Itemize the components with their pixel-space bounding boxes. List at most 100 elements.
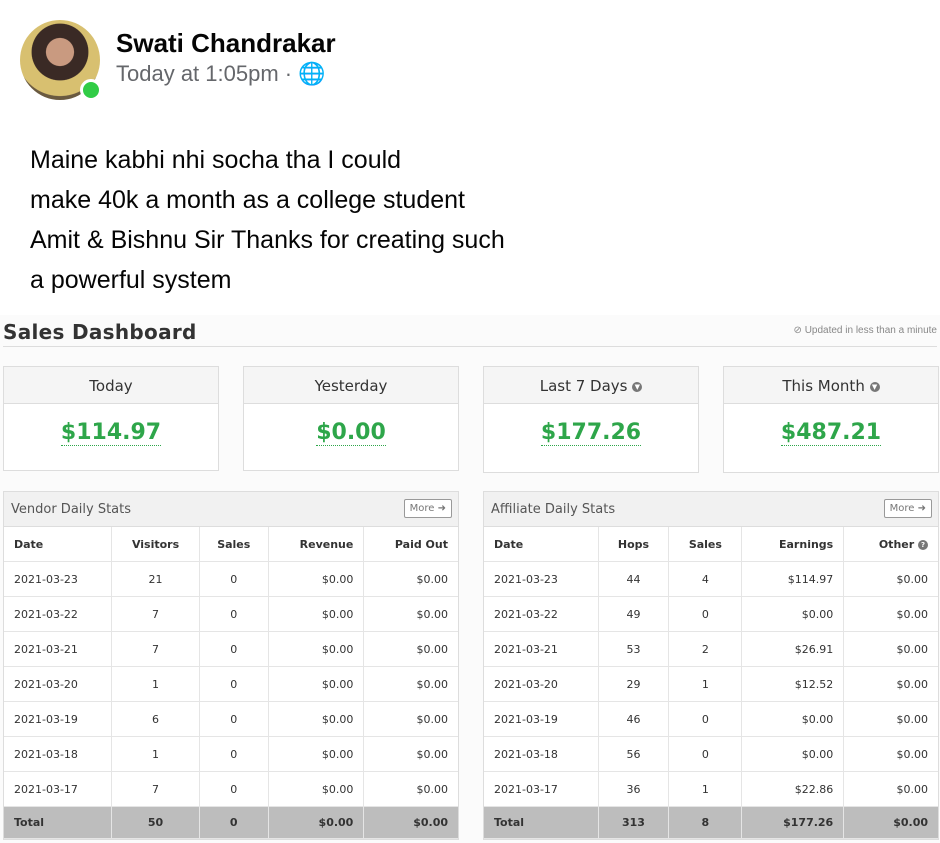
table-cell: 2021-03-20 — [4, 666, 113, 702]
table-cell: $0.00 — [843, 631, 938, 667]
column-header: Paid Out — [363, 527, 458, 562]
table-cell: 21 — [111, 561, 200, 597]
column-header: Other ? — [843, 527, 938, 562]
table-cell: 44 — [598, 561, 670, 597]
table-cell: $0.00 — [363, 701, 458, 737]
table-row: 2021-03-22 7 0 $0.00 $0.00 — [4, 596, 458, 632]
table-cell: $0.00 — [268, 666, 365, 702]
table-cell: $0.00 — [268, 736, 365, 772]
table-cell: 1 — [111, 666, 200, 702]
table-cell: 2021-03-21 — [484, 631, 599, 667]
updated-text: Updated in less than a minute — [804, 325, 937, 336]
stat-card-value[interactable]: $487.21 — [780, 420, 882, 446]
column-header: Visitors — [111, 527, 200, 562]
table-cell: 2021-03-22 — [484, 596, 599, 632]
panel-title: Vendor Daily Stats — [11, 502, 132, 517]
column-header: Hops — [598, 527, 670, 562]
table-cell: 46 — [598, 701, 670, 737]
stat-card-header[interactable]: Last 7 Days ▼ — [484, 367, 698, 404]
table-row: 2021-03-19 46 0 $0.00 $0.00 — [484, 701, 938, 737]
column-header: Date — [4, 527, 113, 562]
table-cell: 0 — [199, 631, 269, 667]
table-cell: 1 — [668, 666, 743, 702]
help-icon[interactable]: ? — [918, 539, 928, 550]
total-cell: $177.26 — [741, 806, 845, 839]
table-row: 2021-03-19 6 0 $0.00 $0.00 — [4, 701, 458, 737]
table-cell: 0 — [668, 596, 743, 632]
table-cell: $0.00 — [363, 561, 458, 597]
table-cell: 36 — [598, 771, 670, 807]
table-cell: 2021-03-18 — [484, 736, 599, 772]
stats-table: Date Visitors Sales Revenue Paid Out 2021-03-… — [4, 527, 458, 839]
table-cell: 2021-03-21 — [4, 631, 113, 667]
table-row: 2021-03-20 29 1 $12.52 $0.00 — [484, 666, 938, 702]
table-cell: 7 — [111, 596, 200, 632]
stat-card-header: Yesterday — [244, 367, 458, 404]
stat-card: This Month ▼ $487.21 — [723, 366, 939, 473]
table-cell: 49 — [598, 596, 670, 632]
chevron-down-icon[interactable]: ▼ — [869, 381, 880, 392]
post-time[interactable]: Today at 1:05pm — [116, 61, 279, 86]
stat-card: Last 7 Days ▼ $177.26 — [483, 366, 699, 473]
column-header: Sales — [199, 527, 269, 562]
author-name[interactable]: Swati Chandrakar — [116, 28, 336, 58]
more-button[interactable]: More ➜ — [883, 499, 932, 518]
table-cell: 7 — [111, 631, 200, 667]
table-row: 2021-03-23 21 0 $0.00 $0.00 — [4, 561, 458, 597]
stat-card-label: Last 7 Days — [539, 377, 628, 395]
table-cell: $0.00 — [363, 596, 458, 632]
stat-card-header[interactable]: This Month ▼ — [724, 367, 938, 404]
affiliate-daily-stats-panel: Affiliate Daily Stats More ➜ Date Hops Sales… — [483, 491, 939, 840]
table-row: 2021-03-22 49 0 $0.00 $0.00 — [484, 596, 938, 632]
online-status-dot — [80, 79, 102, 101]
table-cell: $114.97 — [741, 561, 845, 597]
more-button[interactable]: More ➜ — [403, 499, 452, 518]
table-cell: $0.00 — [843, 771, 938, 807]
total-cell: $0.00 — [843, 806, 938, 839]
table-cell: $26.91 — [741, 631, 845, 667]
stat-card-label: Yesterday — [314, 377, 388, 395]
column-header: Date — [484, 527, 599, 562]
table-header-row: Date Hops Sales Earnings Other ? — [484, 527, 938, 562]
total-cell: $0.00 — [268, 806, 365, 839]
table-cell: 0 — [668, 701, 743, 737]
table-cell: 0 — [199, 736, 269, 772]
table-cell: $0.00 — [363, 666, 458, 702]
table-cell: $0.00 — [843, 701, 938, 737]
post-line: make 40k a month as a college student — [30, 186, 465, 214]
stat-card: Yesterday $0.00 — [243, 366, 459, 471]
table-cell: $0.00 — [741, 596, 845, 632]
total-row: Total 313 8 $177.26 $0.00 — [484, 806, 938, 839]
more-label: More — [409, 503, 435, 514]
table-cell: $12.52 — [741, 666, 845, 702]
table-header-row: Date Visitors Sales Revenue Paid Out — [4, 527, 458, 562]
chevron-down-icon[interactable]: ▼ — [632, 381, 643, 392]
stat-card-value[interactable]: $114.97 — [60, 420, 162, 446]
column-header: Revenue — [268, 527, 365, 562]
table-cell: $0.00 — [741, 701, 845, 737]
total-row: Total 50 0 $0.00 $0.00 — [4, 806, 458, 839]
stat-card: Today $114.97 — [3, 366, 219, 471]
stat-card-value[interactable]: $177.26 — [540, 420, 642, 446]
table-cell: $0.00 — [268, 596, 365, 632]
table-cell: $0.00 — [268, 561, 365, 597]
table-cell: $0.00 — [268, 631, 365, 667]
table-cell: $0.00 — [843, 666, 938, 702]
table-cell: $0.00 — [843, 596, 938, 632]
table-row: 2021-03-21 53 2 $26.91 $0.00 — [484, 631, 938, 667]
table-cell: 2021-03-17 — [4, 771, 113, 807]
table-row: 2021-03-17 36 1 $22.86 $0.00 — [484, 771, 938, 807]
column-header: Earnings — [741, 527, 845, 562]
table-cell: 53 — [598, 631, 670, 667]
table-cell: 1 — [111, 736, 200, 772]
table-cell: $0.00 — [268, 771, 365, 807]
vendor-daily-stats-panel: Vendor Daily Stats More ➜ Date Visitors Sale… — [3, 491, 459, 840]
panel-header: Vendor Daily Stats More ➜ — [4, 492, 458, 527]
stat-card-value: $0.00 — [316, 420, 386, 446]
post-text: Maine kabhi nhi socha tha I could make 4… — [30, 140, 505, 300]
table-cell: 0 — [668, 736, 743, 772]
table-cell: $0.00 — [268, 701, 365, 737]
table-cell: 2021-03-20 — [484, 666, 599, 702]
table-cell: 2021-03-19 — [4, 701, 113, 737]
total-cell: 313 — [598, 806, 670, 839]
